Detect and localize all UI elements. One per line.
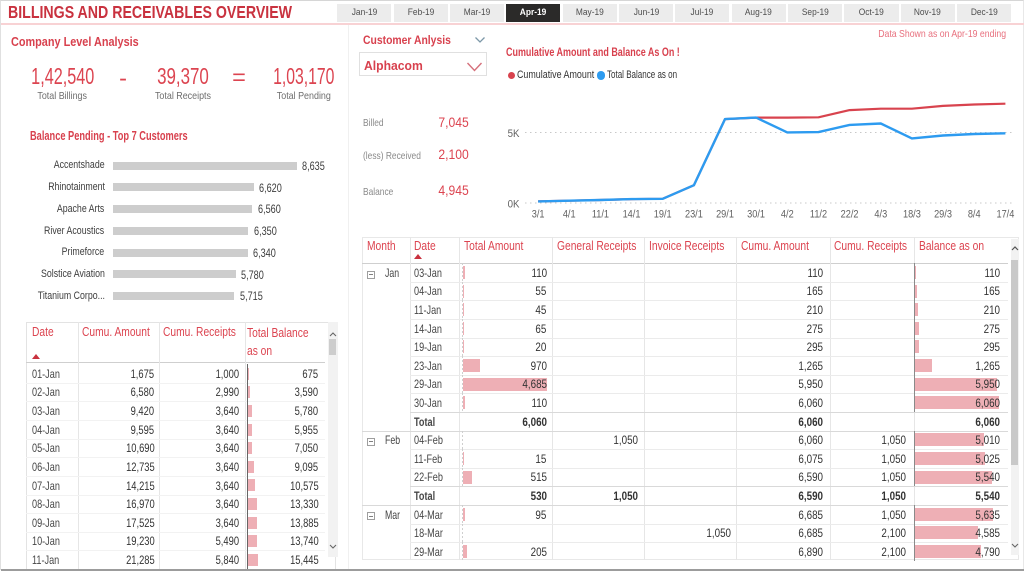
svg-text:4/1: 4/1 xyxy=(563,209,576,221)
svg-text:29/1: 29/1 xyxy=(716,209,734,221)
svg-text:4/2: 4/2 xyxy=(781,209,794,221)
svg-text:30/1: 30/1 xyxy=(747,209,765,221)
svg-text:14/1: 14/1 xyxy=(623,209,641,221)
svg-text:5K: 5K xyxy=(508,129,520,141)
svg-text:8/4: 8/4 xyxy=(968,209,981,221)
svg-text:23/1: 23/1 xyxy=(685,209,703,221)
svg-text:19/1: 19/1 xyxy=(654,209,672,221)
svg-text:3/1: 3/1 xyxy=(532,209,545,221)
svg-text:11/2: 11/2 xyxy=(810,209,828,221)
svg-text:17/4: 17/4 xyxy=(996,209,1014,221)
svg-text:29/3: 29/3 xyxy=(934,209,952,221)
svg-text:0K: 0K xyxy=(508,199,520,211)
svg-text:11/1: 11/1 xyxy=(592,209,610,221)
svg-text:22/2: 22/2 xyxy=(841,209,859,221)
svg-text:18/3: 18/3 xyxy=(903,209,921,221)
svg-text:4/3: 4/3 xyxy=(874,209,887,221)
